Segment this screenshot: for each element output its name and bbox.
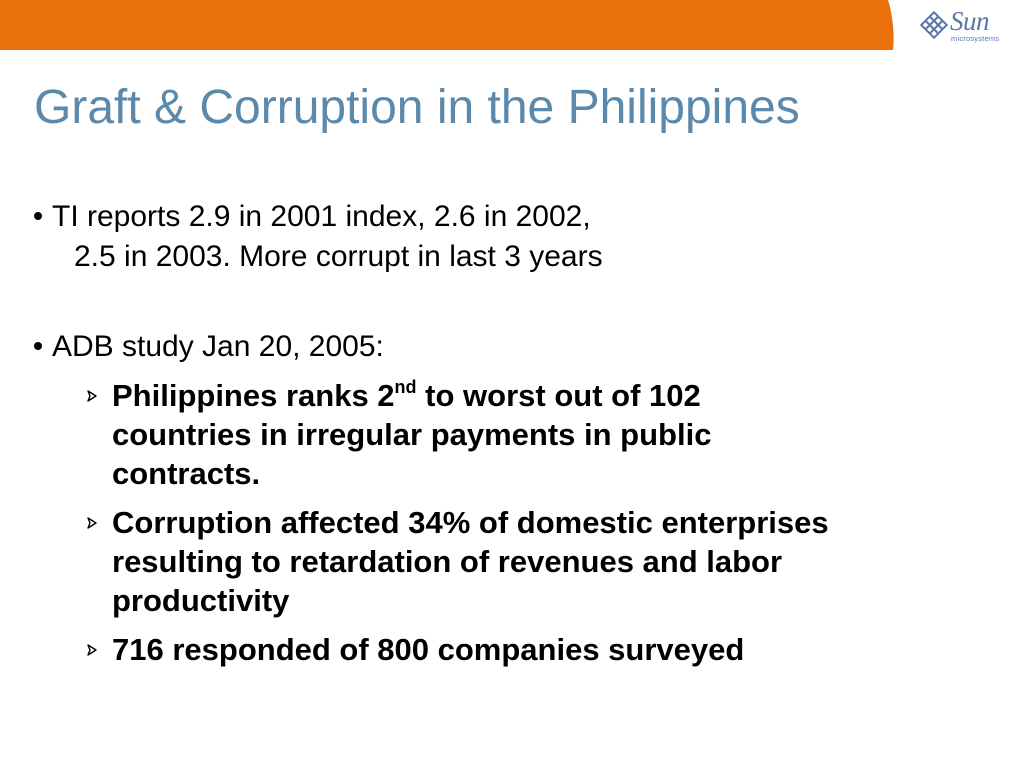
sub-bullet-text-part: to worst out of 102 — [416, 378, 701, 413]
sub-bullet-line: 716 responded of 800 companies surveyed — [112, 632, 745, 667]
sub-bullet-line: resulting to retardation of revenues and… — [112, 544, 783, 579]
bullet-adb-study: ADB study Jan 20, 2005: — [34, 327, 384, 367]
superscript-nd: nd — [394, 376, 417, 397]
bullet-text-line1: TI reports 2.9 in 2001 index, 2.6 in 200… — [52, 200, 591, 233]
header-band — [0, 0, 894, 50]
slide-title: Graft & Corruption in the Philippines — [34, 81, 800, 134]
logo-brand-text: Sun — [950, 6, 990, 36]
sub-bullet-corruption-affected: Corruption affected 34% of domestic ente… — [86, 503, 1024, 620]
sub-bullet-line: productivity — [112, 583, 290, 618]
sun-logo-mark-icon — [920, 11, 948, 39]
logo-sub-text: microsystems — [951, 34, 1000, 43]
sub-bullet-line: Philippines ranks 2nd to worst out of 10… — [112, 376, 1024, 415]
sub-bullet-line: contracts. — [112, 456, 261, 491]
sub-bullet-text-part: Philippines ranks 2 — [112, 378, 395, 413]
sub-bullet-philippines-ranks: Philippines ranks 2nd to worst out of 10… — [86, 376, 1024, 493]
bullet-text-line1: ADB study Jan 20, 2005: — [52, 330, 384, 363]
sub-bullet-respondents: 716 responded of 800 companies surveyed — [86, 630, 1024, 669]
sub-bullet-line: Corruption affected 34% of domestic ente… — [112, 505, 829, 540]
bullet-ti-reports: TI reports 2.9 in 2001 index, 2.6 in 200… — [34, 197, 603, 277]
orange-band-shape — [0, 0, 894, 50]
sun-microsystems-logo: Sun microsystems — [920, 6, 1004, 45]
bullet-dot-icon — [34, 342, 42, 351]
arrow-bullet-icon — [87, 390, 97, 402]
arrow-bullet-icon — [87, 644, 97, 656]
bullet-text-line2: 2.5 in 2003. More corrupt in last 3 year… — [74, 240, 603, 273]
bullet-dot-icon — [34, 212, 42, 221]
sub-bullet-line: countries in irregular payments in publi… — [112, 417, 712, 452]
arrow-bullet-icon — [87, 517, 97, 529]
